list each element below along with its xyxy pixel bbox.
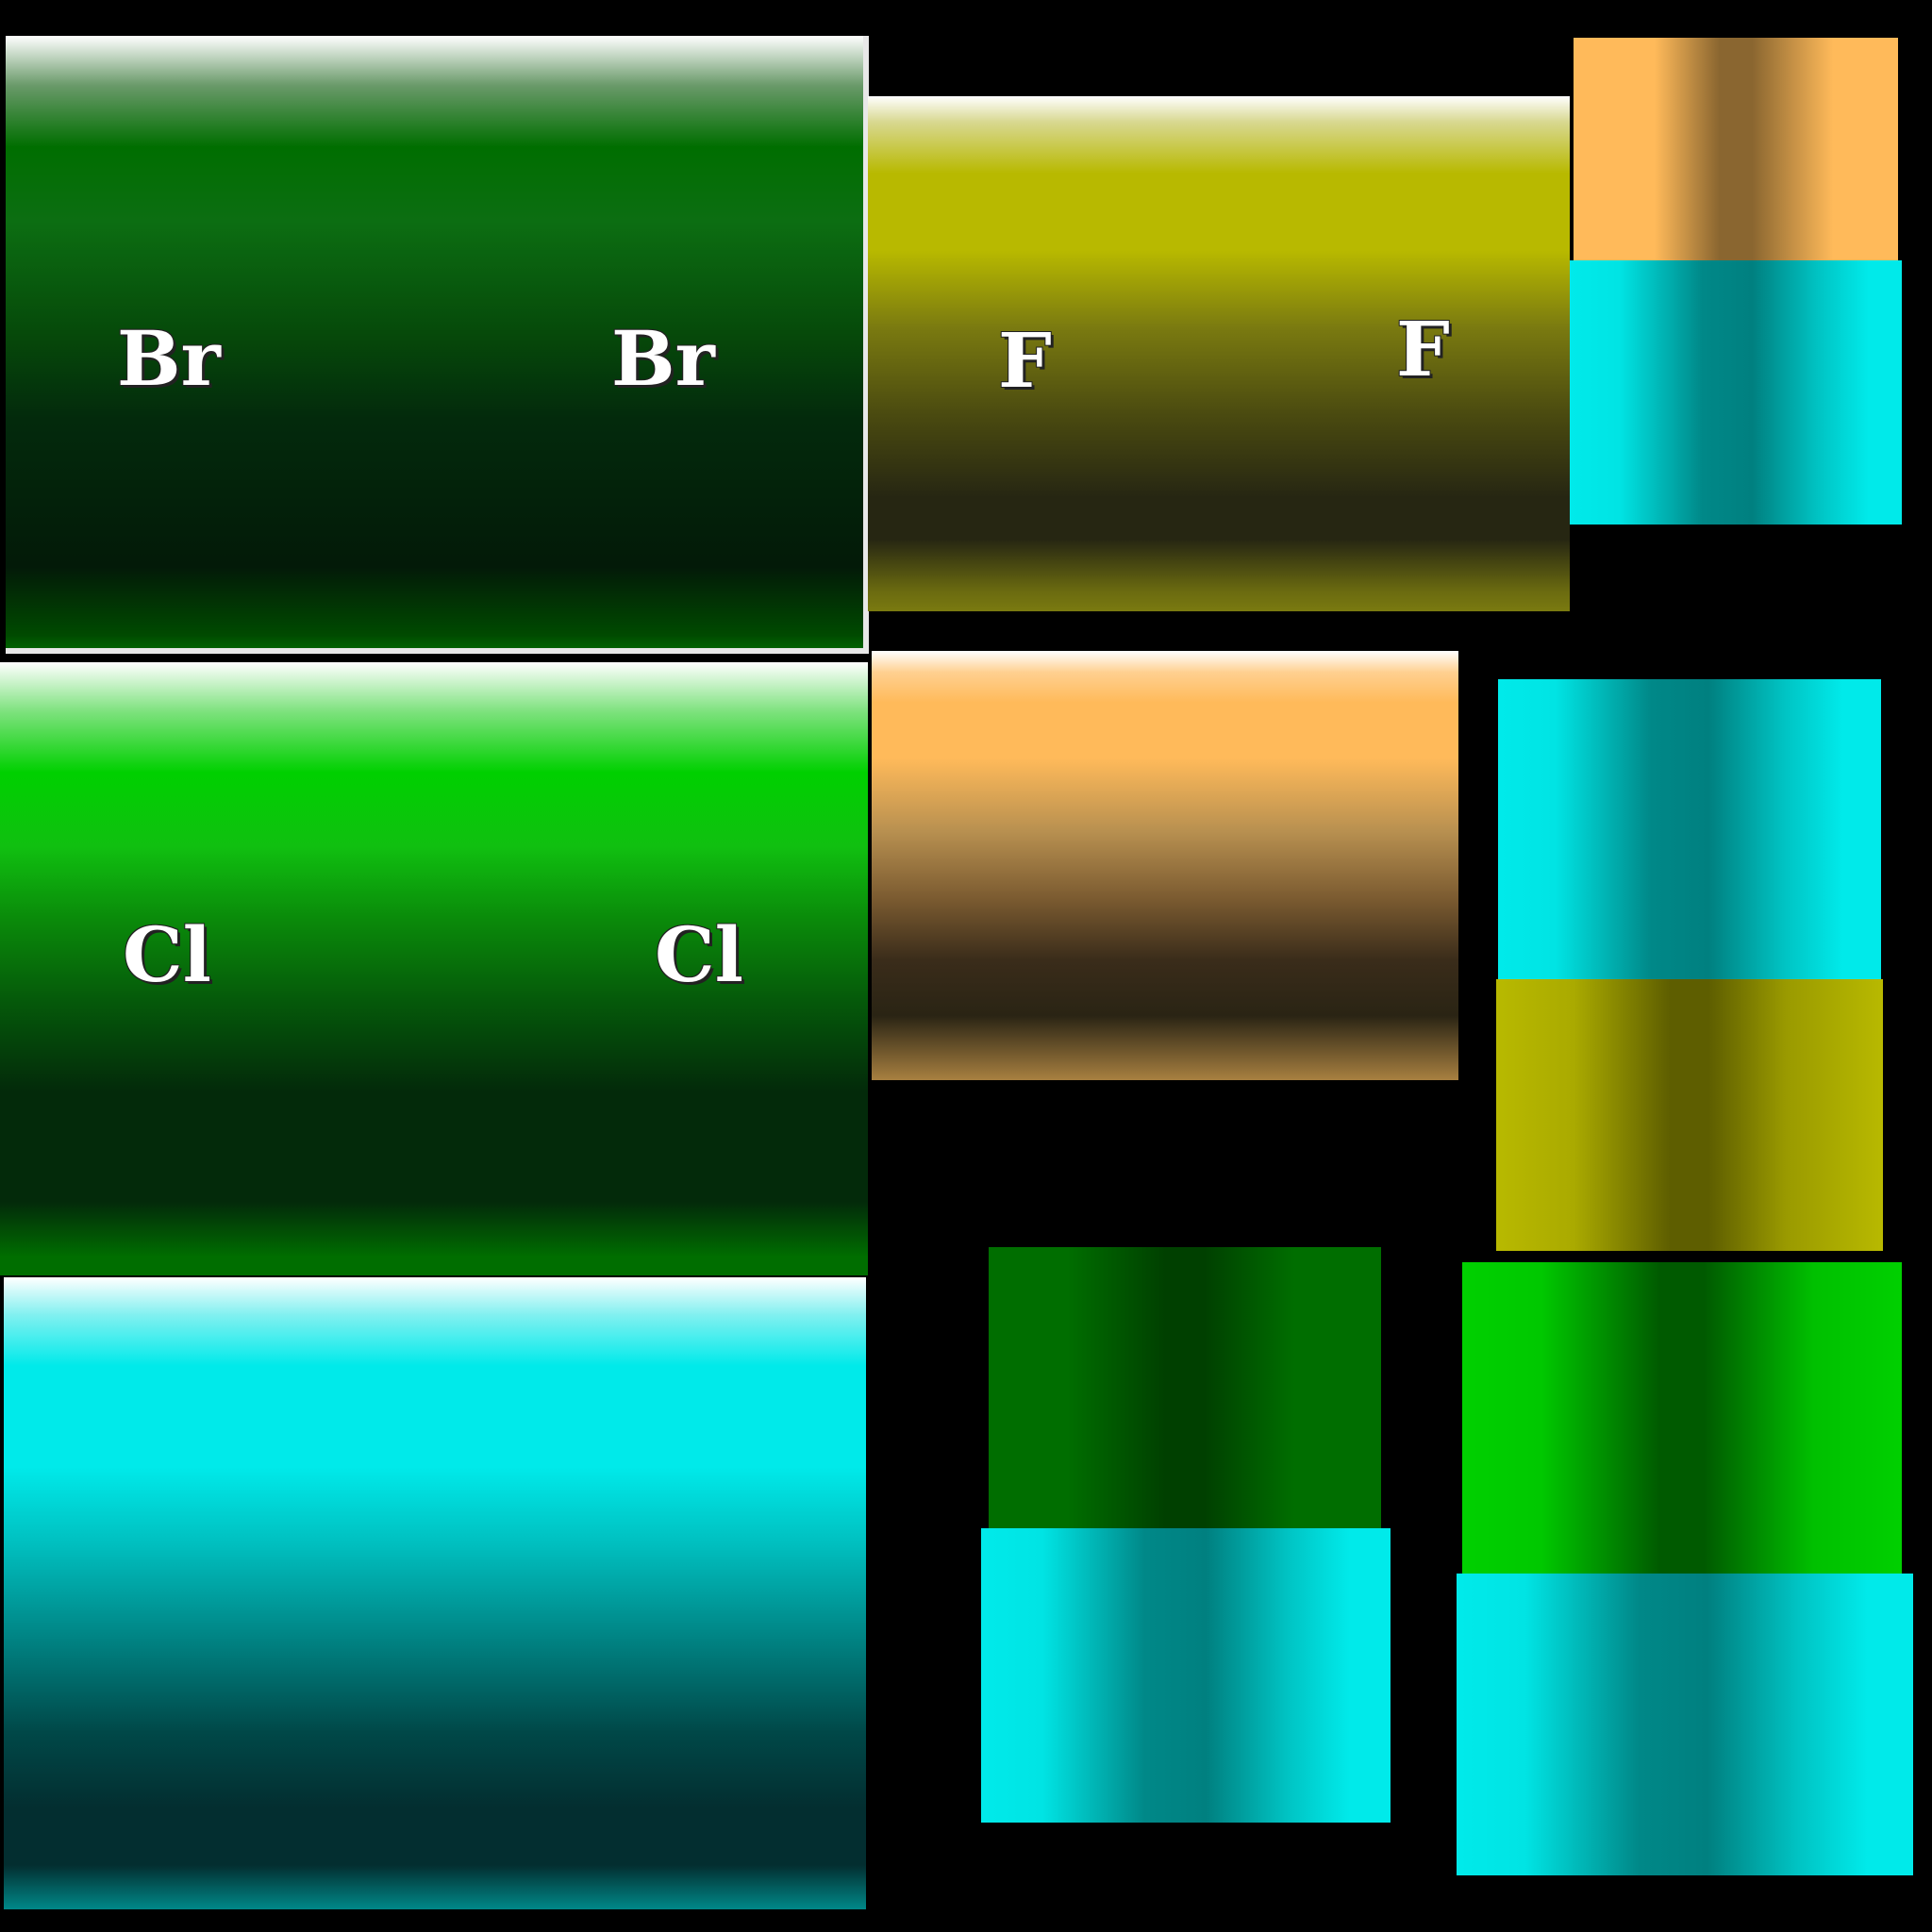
stack-2-bottom [1496, 979, 1883, 1251]
cyan-block [4, 1277, 866, 1909]
orange-block [872, 651, 1458, 1080]
chlorine-label-left: Cl [123, 910, 212, 999]
stack-4-bottom [1457, 1574, 1913, 1875]
bromine-tile: Br Br [6, 36, 869, 654]
stack-2-top [1498, 679, 1881, 981]
bromine-label-right: Br [611, 314, 715, 403]
chlorine-tile: Cl Cl [0, 662, 868, 1275]
stack-1-top [1574, 38, 1898, 260]
chlorine-label-right: Cl [655, 910, 744, 999]
fluorine-label-left: F [998, 316, 1052, 405]
stack-1-bottom [1570, 260, 1902, 525]
stack-4-top [1462, 1262, 1902, 1581]
fluorine-label-right: F [1396, 305, 1450, 393]
stack-3-bottom [981, 1528, 1391, 1823]
stack-3-top [989, 1247, 1381, 1530]
bromine-label-left: Br [117, 314, 221, 403]
fluorine-tile: F F [868, 96, 1570, 611]
